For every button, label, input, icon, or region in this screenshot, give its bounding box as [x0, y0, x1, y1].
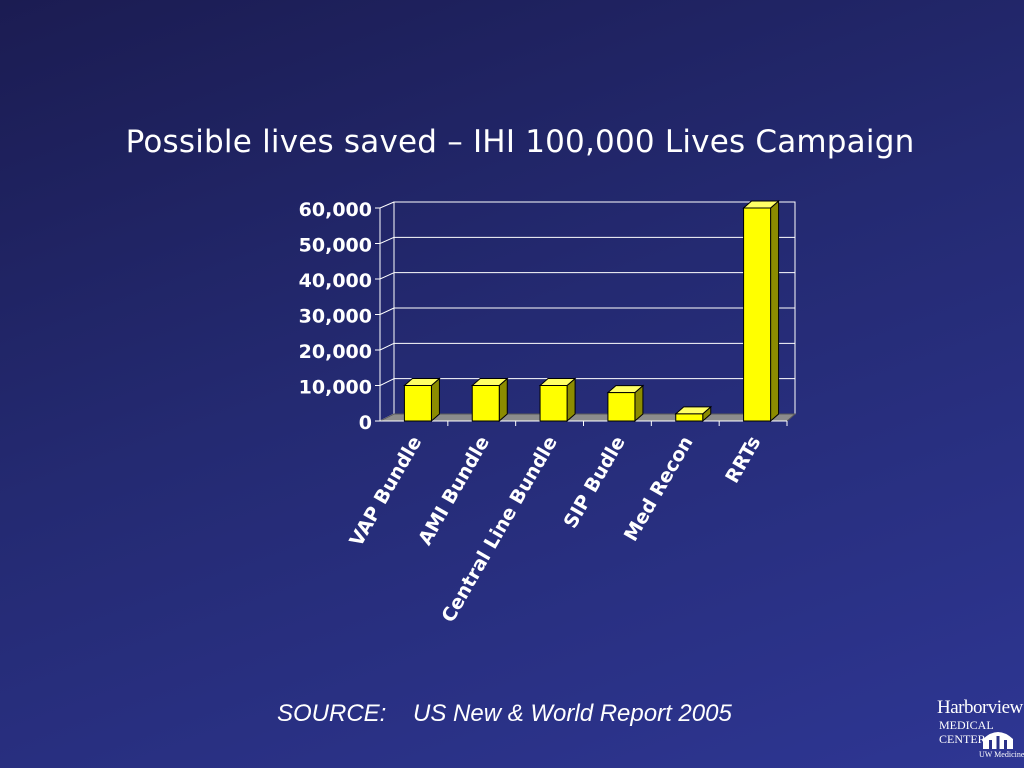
- x-tick-label: VAP Bundle: [346, 432, 427, 550]
- bar-face: [403, 385, 432, 422]
- bars: [403, 199, 780, 423]
- bar: [606, 384, 645, 423]
- logo-line-1: Harborview: [937, 697, 1023, 718]
- building-icon: [983, 732, 1013, 749]
- y-tick-label: 30,000: [299, 306, 372, 328]
- bar-face: [607, 392, 636, 422]
- bar-face: [743, 207, 772, 422]
- gridline-depth: [379, 307, 395, 315]
- bar-face: [471, 385, 500, 422]
- y-tick-label: 40,000: [299, 270, 372, 292]
- source-note: SOURCE: US New & World Report 2005: [277, 700, 732, 727]
- y-tick-label: 0: [359, 412, 372, 434]
- gridlines: [379, 201, 795, 422]
- plot-floor: [379, 413, 797, 422]
- bar-side: [770, 199, 780, 423]
- x-tick-label: SIP Budle: [560, 433, 630, 533]
- bar-face: [539, 385, 568, 422]
- bar: [674, 405, 713, 423]
- gridline-depth: [379, 378, 395, 386]
- x-tick-label: AMI Bundle: [414, 433, 494, 550]
- bar: [742, 199, 780, 423]
- logo-line-4: UW Medicine: [979, 750, 1024, 759]
- y-tick-label: 50,000: [299, 235, 372, 257]
- bar: [538, 377, 577, 423]
- gridline-depth: [379, 342, 395, 351]
- bar: [403, 377, 441, 423]
- slide-title: Possible lives saved – IHI 100,000 Lives…: [125, 124, 915, 160]
- y-tick-labels: 0 10,000 20,000 30,000 40,000 50,000 60,000: [299, 199, 372, 434]
- bar: [470, 377, 509, 423]
- logo-line-2: MEDICAL: [939, 718, 994, 732]
- x-tick-label: Med Recon: [620, 433, 698, 546]
- gridline-depth: [379, 272, 395, 280]
- harborview-logo: Harborview MEDICAL CENTER UW Medicine: [937, 697, 1024, 761]
- logo-line-3: CENTER: [939, 732, 986, 746]
- y-tick-label: 60,000: [299, 199, 372, 221]
- x-tick-label: RRTs: [721, 433, 765, 487]
- y-tick-label: 10,000: [299, 377, 372, 399]
- gridline-depth: [379, 201, 395, 209]
- gridline-depth: [379, 236, 395, 244]
- bar-face: [675, 413, 704, 422]
- x-tick-label: Central Line Bundle: [437, 433, 562, 627]
- y-tick-label: 20,000: [299, 341, 372, 363]
